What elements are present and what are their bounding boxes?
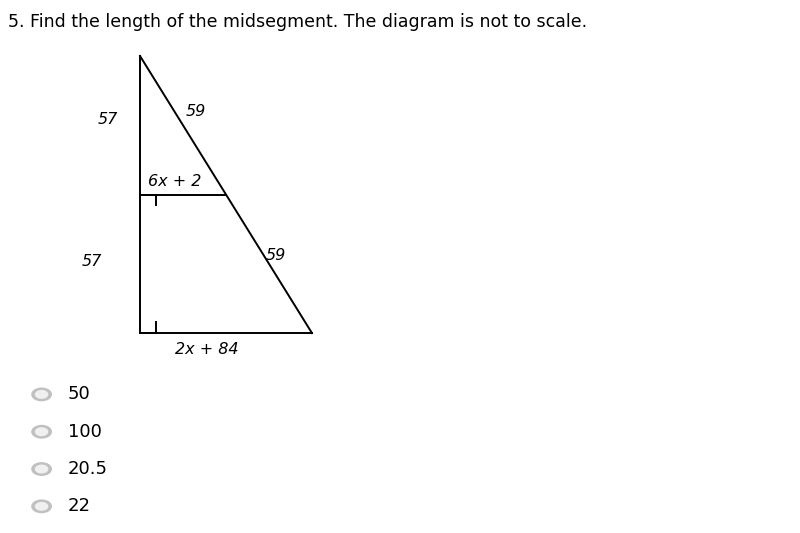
Circle shape <box>35 465 48 473</box>
Text: 20.5: 20.5 <box>68 460 108 478</box>
Text: 22: 22 <box>68 497 91 515</box>
Circle shape <box>31 462 52 476</box>
Circle shape <box>35 502 48 511</box>
Text: 57: 57 <box>98 112 118 127</box>
Circle shape <box>31 425 52 439</box>
Circle shape <box>31 499 52 513</box>
Text: 100: 100 <box>68 423 102 441</box>
Circle shape <box>31 387 52 401</box>
Circle shape <box>35 427 48 436</box>
Text: 5. Find the length of the midsegment. The diagram is not to scale.: 5. Find the length of the midsegment. Th… <box>8 13 587 31</box>
Text: 50: 50 <box>68 385 90 403</box>
Text: 57: 57 <box>82 254 102 269</box>
Circle shape <box>35 390 48 399</box>
Text: 59: 59 <box>186 104 206 119</box>
Text: 59: 59 <box>266 248 286 263</box>
Text: 6x + 2: 6x + 2 <box>148 174 201 189</box>
Text: 2x + 84: 2x + 84 <box>174 342 238 357</box>
